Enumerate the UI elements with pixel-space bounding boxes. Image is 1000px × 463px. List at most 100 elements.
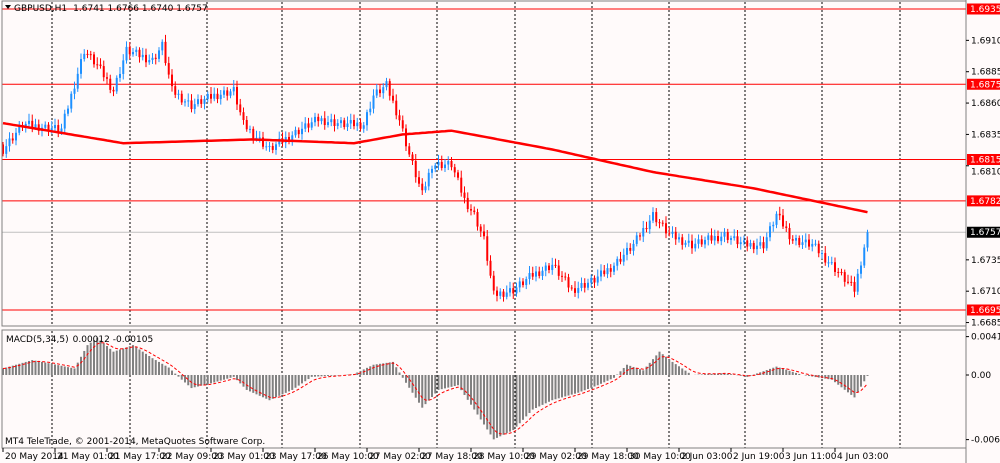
candle-bear — [476, 212, 479, 227]
candle-bull — [177, 93, 180, 95]
candle-bull — [544, 265, 547, 271]
price-tick-label: 1.6710 — [971, 287, 1000, 297]
candle-bull — [366, 112, 368, 126]
current-price-badge — [967, 226, 1000, 238]
candle-bear — [473, 210, 476, 213]
candle-bull — [580, 283, 583, 288]
candle-bull — [827, 262, 830, 264]
candle-bull — [632, 243, 635, 251]
price-tick-label: 1.6885 — [971, 68, 1000, 78]
level-badge — [967, 78, 1000, 90]
candle-bull — [600, 270, 602, 277]
candle-bear — [239, 104, 242, 113]
candle-bull — [772, 224, 775, 227]
candle-bear — [418, 177, 420, 184]
candle-bull — [642, 227, 645, 237]
candle-bull — [509, 288, 511, 293]
level-badge — [967, 304, 1000, 316]
candle-bull — [268, 145, 271, 147]
candle-bear — [379, 89, 381, 94]
candle-bull — [505, 292, 508, 297]
candle-bear — [668, 233, 671, 235]
candle-bear — [262, 137, 264, 147]
candle-bear — [411, 154, 414, 162]
candle-bull — [67, 108, 69, 114]
candle-bear — [837, 271, 840, 273]
candle-bull — [590, 277, 593, 283]
candle-bull — [733, 236, 736, 239]
candle-bear — [791, 239, 794, 241]
candle-bear — [96, 64, 99, 66]
candle-bear — [752, 243, 755, 250]
candle-bear — [395, 100, 398, 116]
candle-bear — [486, 236, 489, 261]
candle-bear — [388, 81, 391, 96]
candle-bear — [483, 231, 485, 237]
candle-bear — [645, 227, 648, 230]
time-tick-label: 3 Jun 11:00 — [785, 452, 837, 462]
candle-bear — [554, 264, 557, 266]
candle-bull — [739, 242, 742, 245]
level-badge — [967, 3, 1000, 15]
candle-bull — [18, 125, 21, 133]
candle-bull — [382, 87, 385, 94]
candle-bull — [362, 125, 365, 129]
candle-bull — [60, 128, 63, 132]
candle-bear — [574, 288, 576, 293]
candle-bull — [320, 118, 323, 122]
candle-bull — [515, 287, 518, 294]
candle-bull — [795, 237, 797, 241]
candle-bear — [86, 53, 89, 55]
candle-bear — [359, 122, 362, 129]
candle-bear — [782, 215, 784, 227]
candle-bull — [132, 52, 134, 55]
candle-bear — [798, 237, 801, 245]
candle-bear — [401, 120, 404, 129]
candle-bear — [726, 232, 729, 240]
moving-average-line — [2, 121, 868, 214]
candle-bull — [447, 161, 450, 165]
candle-bull — [863, 247, 866, 266]
candle-bear — [154, 57, 157, 59]
candle-bear — [57, 125, 60, 132]
candle-bear — [548, 265, 550, 271]
candle-bear — [392, 95, 394, 101]
candle-bull — [541, 270, 544, 276]
candle-bear — [453, 167, 456, 173]
candle-bull — [255, 137, 258, 139]
dropdown-triangle-icon[interactable] — [5, 5, 11, 9]
candle-bear — [333, 119, 336, 127]
candle-bear — [824, 253, 827, 263]
time-tick-label: 23 May 17:00 — [265, 452, 327, 462]
candle-bull — [518, 281, 521, 288]
candle-bull — [184, 101, 186, 103]
time-tick-label: 26 May 10:00 — [317, 452, 379, 462]
candle-bear — [496, 290, 498, 296]
candle-bull — [596, 276, 599, 283]
candle-bear — [843, 272, 846, 282]
candle-bear — [171, 74, 173, 87]
candle-bull — [652, 212, 654, 221]
candle-bear — [639, 235, 641, 237]
candle-bull — [551, 264, 554, 271]
candle-bear — [106, 77, 108, 79]
candle-bear — [489, 260, 492, 276]
macd-label: MACD(5,34,5) 0.00012 -0.00105 — [6, 335, 153, 345]
candle-bull — [63, 113, 66, 129]
candle-bear — [850, 281, 853, 283]
candle-bull — [684, 242, 687, 245]
price-axis: 1.6910 1.6885 1.6860 1.6835 1.6810 1.6735 1.67… — [965, 0, 1000, 463]
candle-bear — [681, 237, 684, 245]
candle-bear — [242, 112, 245, 120]
candle-bear — [808, 239, 810, 247]
candle-bull — [375, 89, 378, 96]
candle-bull — [304, 123, 307, 129]
candle-bull — [444, 164, 446, 169]
price-tick-label: 1.6860 — [971, 99, 1000, 109]
candle-bull — [694, 243, 697, 249]
candle-bull — [622, 254, 625, 262]
candle-bull — [193, 104, 196, 110]
candle-bull — [769, 226, 771, 238]
level-badge-label: 1.6875 — [970, 80, 1000, 90]
